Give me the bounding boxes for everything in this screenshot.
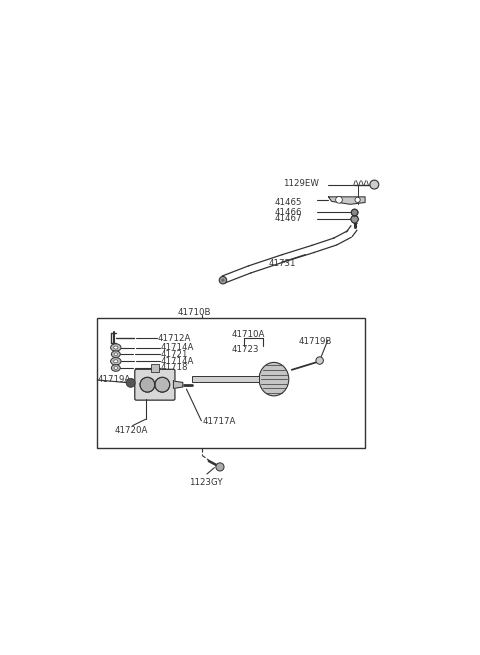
Ellipse shape — [111, 351, 120, 358]
Ellipse shape — [111, 365, 120, 371]
Text: 41712A: 41712A — [157, 333, 191, 343]
Text: 41467: 41467 — [275, 214, 302, 223]
Circle shape — [351, 215, 359, 223]
Text: 41721: 41721 — [160, 350, 188, 359]
Polygon shape — [329, 197, 365, 204]
Ellipse shape — [259, 362, 289, 396]
Ellipse shape — [114, 353, 118, 356]
Circle shape — [316, 357, 324, 364]
Circle shape — [219, 276, 227, 284]
Text: 41731: 41731 — [268, 259, 296, 269]
Text: 41717A: 41717A — [202, 417, 236, 426]
Circle shape — [336, 196, 342, 203]
Circle shape — [126, 379, 135, 387]
Ellipse shape — [114, 346, 118, 349]
Circle shape — [221, 278, 225, 282]
Bar — [151, 364, 158, 371]
Circle shape — [155, 377, 170, 392]
Text: 41714A: 41714A — [160, 357, 194, 365]
Text: 41719A: 41719A — [97, 375, 131, 384]
Bar — [97, 318, 365, 448]
Ellipse shape — [110, 358, 121, 365]
Text: 41718: 41718 — [160, 364, 188, 373]
Circle shape — [140, 377, 155, 392]
Circle shape — [216, 463, 224, 471]
Circle shape — [370, 180, 379, 189]
Text: 41723: 41723 — [232, 345, 259, 354]
FancyBboxPatch shape — [135, 369, 175, 400]
Text: 1129EW: 1129EW — [283, 179, 319, 189]
Bar — [192, 376, 259, 383]
Ellipse shape — [114, 360, 118, 363]
Circle shape — [351, 209, 358, 216]
Circle shape — [355, 197, 360, 202]
Text: 41465: 41465 — [275, 198, 302, 207]
Text: 41720A: 41720A — [115, 426, 148, 435]
Text: 41710B: 41710B — [177, 308, 211, 316]
Ellipse shape — [114, 367, 118, 369]
Ellipse shape — [110, 344, 121, 351]
Text: 41710A: 41710A — [232, 330, 265, 339]
Text: 41714A: 41714A — [160, 343, 194, 352]
Text: 41466: 41466 — [275, 208, 302, 217]
Text: 1123GY: 1123GY — [190, 478, 223, 487]
Polygon shape — [173, 381, 183, 388]
Text: 41719B: 41719B — [298, 337, 332, 346]
